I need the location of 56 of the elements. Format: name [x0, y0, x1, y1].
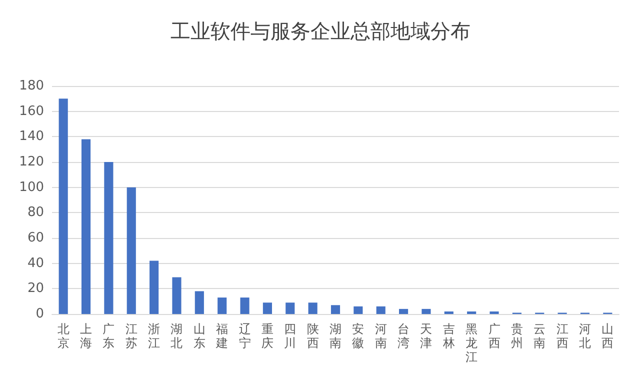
- bar: [308, 302, 318, 314]
- y-tick-label: 0: [36, 306, 44, 322]
- bar: [467, 311, 476, 314]
- x-tick-label: 广西: [488, 322, 500, 350]
- x-tick-label: 上海: [80, 322, 92, 350]
- y-tick-label: 140: [19, 129, 44, 144]
- x-tick-label: 黑龙江: [466, 322, 478, 364]
- y-tick-label: 80: [27, 205, 44, 220]
- bar: [399, 308, 408, 314]
- x-tick-label: 浙江: [148, 322, 160, 350]
- bar: [218, 298, 227, 314]
- x-tick-label: 安徽: [352, 322, 364, 350]
- bar: [81, 139, 91, 314]
- x-tick-label: 山西: [602, 322, 614, 350]
- chart-title: 工业软件与服务企业总部地域分布: [170, 19, 470, 43]
- bar: [58, 98, 68, 314]
- y-tick-label: 100: [19, 180, 44, 195]
- x-tick-label: 河北: [578, 322, 591, 350]
- bar: [126, 187, 136, 314]
- y-tick-label: 20: [27, 281, 44, 296]
- x-tick-label: 四川: [284, 322, 296, 350]
- x-tick-label: 福建: [215, 322, 228, 350]
- bar: [354, 306, 363, 314]
- x-tick-label: 广东: [102, 322, 115, 350]
- y-tick-label: 180: [19, 78, 44, 94]
- bar: [262, 302, 272, 314]
- x-tick-label: 山东: [193, 322, 206, 350]
- bar: [240, 298, 250, 314]
- y-tick-label: 40: [27, 256, 44, 271]
- x-tick-label: 云南: [534, 322, 546, 350]
- bar: [490, 311, 499, 314]
- x-tick-label: 天津: [420, 322, 432, 350]
- x-tick-label: 辽宁: [238, 322, 251, 350]
- bar: [422, 308, 431, 314]
- x-tick-label: 湖南: [330, 322, 342, 350]
- y-tick-label: 120: [19, 154, 44, 170]
- x-tick-label: 江苏: [125, 322, 138, 350]
- bar: [330, 305, 340, 314]
- bar: [172, 277, 182, 314]
- x-tick-label: 陕西: [306, 322, 319, 350]
- y-tick-label: 60: [27, 230, 44, 246]
- x-tick-label: 北京: [57, 322, 70, 350]
- bar: [104, 162, 114, 314]
- x-tick-label: 湖北: [170, 322, 183, 350]
- x-tick-label: 贵州: [510, 322, 523, 350]
- x-tick-label: 吉林: [442, 322, 455, 350]
- bar: [194, 291, 204, 314]
- bar: [150, 260, 159, 314]
- y-tick-label: 160: [19, 104, 44, 119]
- x-tick-label: 重庆: [261, 322, 274, 350]
- x-tick-label: 江西: [556, 322, 568, 350]
- x-tick-label: 河南: [374, 322, 387, 350]
- bar: [444, 311, 454, 314]
- x-tick-label: 台湾: [398, 322, 410, 350]
- bar: [286, 302, 295, 314]
- bar: [376, 306, 386, 314]
